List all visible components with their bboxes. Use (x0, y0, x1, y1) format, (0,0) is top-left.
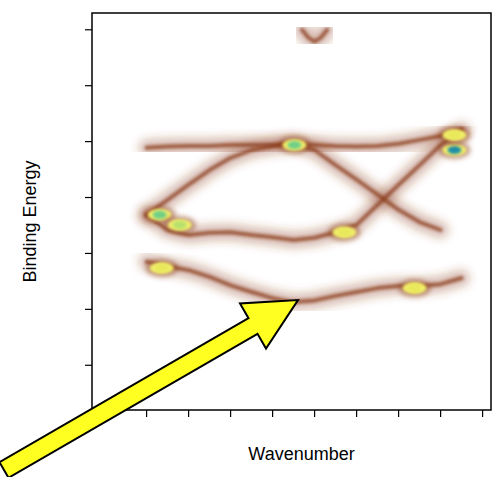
spot-halo (438, 126, 470, 144)
spot-core (287, 141, 301, 149)
spot-rim (403, 282, 427, 294)
spot-core (408, 284, 422, 292)
plot-frame (92, 13, 491, 410)
pointer-arrow (0, 300, 298, 477)
band-glow (147, 130, 462, 240)
spot-rim (150, 262, 174, 274)
spot-rim (282, 139, 306, 151)
spot-rim (442, 144, 466, 156)
intensity-spot (328, 223, 360, 241)
x-tick (482, 410, 483, 417)
spot-rim (168, 219, 192, 231)
spot-core (337, 228, 351, 236)
intensity-spot (164, 216, 196, 234)
x-tick (188, 410, 189, 417)
spot-core (153, 211, 167, 219)
intensity-spot (438, 126, 470, 144)
band (302, 30, 327, 42)
y-tick (85, 85, 92, 86)
x-tick (440, 410, 441, 417)
spot-halo (146, 259, 178, 277)
y-tick (85, 197, 92, 198)
y-tick (85, 141, 92, 142)
spot-core (155, 264, 169, 272)
spot-core (447, 131, 461, 139)
intensity-spot (399, 279, 431, 297)
band-glow (147, 262, 462, 302)
x-tick (146, 410, 147, 417)
band-glow (302, 30, 327, 42)
spot-core (173, 221, 187, 229)
band (147, 262, 462, 302)
intensity-spot (146, 259, 178, 277)
plot-marks (144, 30, 471, 302)
spot-rim (332, 226, 356, 238)
x-tick (272, 410, 273, 417)
x-axis-title: Wavenumber (248, 444, 354, 464)
spot-halo (278, 136, 310, 154)
spot-halo (164, 216, 196, 234)
chart: Wavenumber Binding Energy (0, 0, 498, 477)
y-axis-title: Binding Energy (20, 160, 40, 282)
x-tick (398, 410, 399, 417)
intensity-spot (278, 136, 310, 154)
spot-halo (399, 279, 431, 297)
x-tick (314, 410, 315, 417)
band (147, 130, 462, 240)
spot-rim (442, 129, 466, 141)
y-tick (85, 29, 92, 30)
x-tick (356, 410, 357, 417)
y-tick (85, 309, 92, 310)
y-tick (85, 365, 92, 366)
spot-core (447, 146, 461, 154)
x-tick (230, 410, 231, 417)
spot-halo (328, 223, 360, 241)
y-tick (85, 253, 92, 254)
